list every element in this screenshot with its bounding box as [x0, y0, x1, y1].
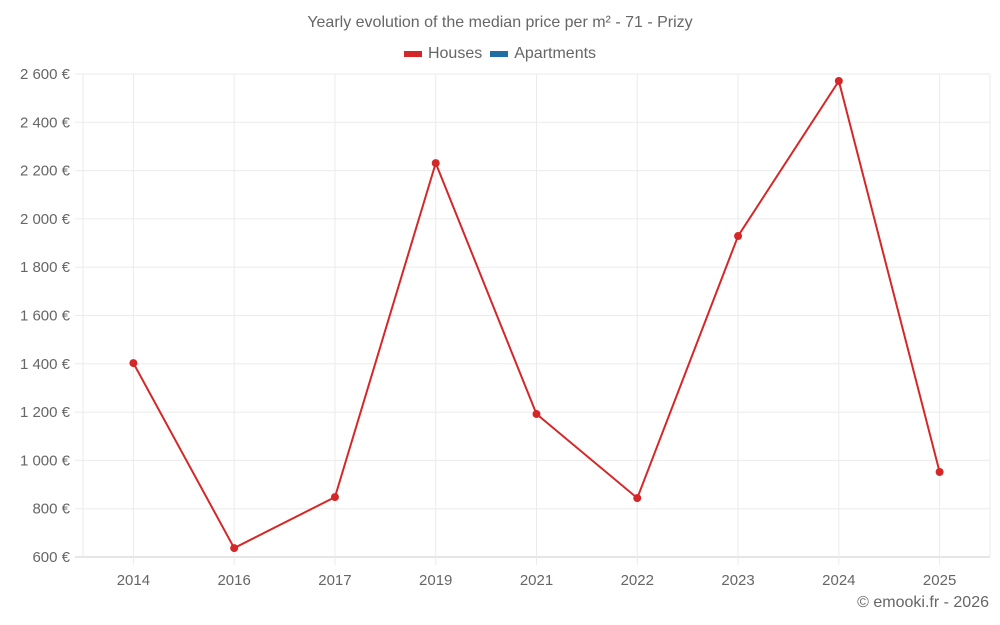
- data-point[interactable]: [834, 77, 843, 86]
- data-point[interactable]: [935, 467, 944, 476]
- y-tick-label: 2 600 €: [20, 66, 71, 83]
- x-tick-label: 2021: [520, 572, 553, 589]
- houses-swatch-icon: [403, 51, 422, 57]
- y-tick-label: 800 €: [32, 501, 70, 518]
- legend-label-houses: Houses: [427, 45, 483, 62]
- y-tick-label: 2 400 €: [20, 114, 71, 131]
- legend-item-houses[interactable]: Houses: [403, 45, 483, 63]
- data-point[interactable]: [532, 410, 541, 419]
- y-tick-label: 1 400 €: [20, 356, 71, 373]
- x-tick-label: 2024: [822, 572, 855, 589]
- x-axis-ticks: 2014 2016 2017 2019 2021 2022 2023 2024 2025: [117, 572, 957, 589]
- y-tick-label: 600 €: [32, 549, 70, 566]
- y-tick-label: 1 200 €: [20, 404, 71, 421]
- data-point[interactable]: [330, 493, 339, 502]
- x-tick-label: 2016: [217, 572, 250, 589]
- x-tick-label: 2023: [721, 572, 754, 589]
- data-point[interactable]: [734, 232, 743, 241]
- x-tick-label: 2025: [923, 572, 956, 589]
- y-tick-label: 2 200 €: [20, 163, 71, 180]
- y-tick-label: 1 000 €: [20, 452, 71, 469]
- gridlines: [75, 73, 991, 565]
- data-point[interactable]: [230, 544, 239, 553]
- y-tick-label: 1 600 €: [20, 308, 71, 325]
- data-point[interactable]: [431, 159, 440, 168]
- legend: Houses Apartments: [0, 45, 1000, 63]
- data-point[interactable]: [129, 359, 138, 368]
- series-houses: [129, 77, 944, 553]
- x-tick-label: 2017: [318, 572, 351, 589]
- x-tick-label: 2022: [621, 572, 654, 589]
- apartments-swatch-icon: [490, 51, 509, 57]
- legend-item-apartments[interactable]: Apartments: [490, 45, 596, 63]
- y-axis-ticks: 600 € 800 € 1 000 € 1 200 € 1 400 € 1 600 € 1 …: [20, 66, 71, 566]
- y-tick-label: 1 800 €: [20, 259, 71, 276]
- credit-text: © emooki.fr - 2026: [857, 594, 989, 611]
- y-tick-label: 2 000 €: [20, 211, 71, 228]
- chart-title: Yearly evolution of the median price per…: [307, 14, 693, 31]
- x-tick-label: 2019: [419, 572, 452, 589]
- data-point[interactable]: [633, 494, 642, 503]
- x-tick-label: 2014: [117, 572, 150, 589]
- legend-label-apartments: Apartments: [514, 45, 597, 62]
